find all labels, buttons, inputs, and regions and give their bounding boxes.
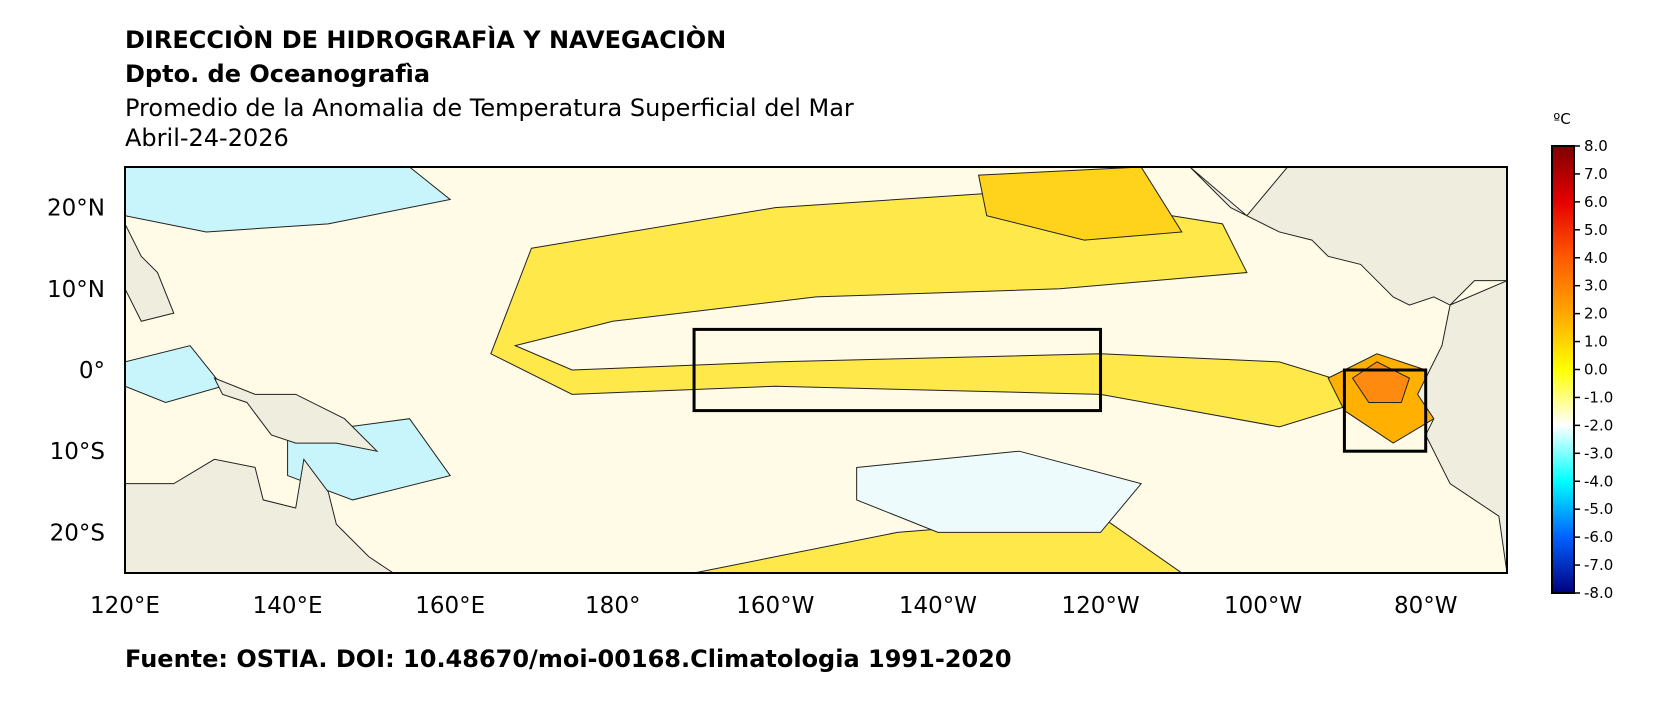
- colorbar-tick-label: -3.0: [1584, 444, 1613, 462]
- colorbar-unit: ºC: [1553, 110, 1571, 128]
- cool-anomaly-northwest: [125, 167, 452, 233]
- land-central-america: [1189, 167, 1507, 306]
- lon-tick-label: 160°W: [736, 593, 814, 619]
- hot-anomaly-core: [1351, 361, 1411, 403]
- nino-region-box: [692, 327, 1103, 413]
- cool-anomaly-westequator: [125, 345, 224, 404]
- warm-anomaly-band: [490, 190, 1387, 428]
- colorbar-tick-label: -4.0: [1584, 472, 1613, 490]
- colorbar-tick-label: 0.0: [1584, 361, 1608, 379]
- map-subtitle: Promedio de la Anomalia de Temperatura S…: [125, 94, 854, 122]
- land-philippines: [125, 167, 175, 322]
- data-source: Fuente: OSTIA. DOI: 10.48670/moi-00168.C…: [125, 645, 1012, 673]
- colorbar-tick-label: 8.0: [1584, 137, 1608, 155]
- lat-tick-label: 20°N: [47, 196, 105, 222]
- lon-tick-label: 120°E: [90, 593, 160, 619]
- colorbar-tick-label: -2.0: [1584, 416, 1613, 434]
- map-area: [125, 167, 1507, 573]
- colorbar-tick-label: -5.0: [1584, 500, 1613, 518]
- department-title: Dpto. de Oceanografìa: [125, 60, 431, 88]
- lon-tick-label: 180°: [585, 593, 640, 619]
- land-australia: [125, 458, 395, 573]
- lon-tick-label: 80°W: [1394, 593, 1458, 619]
- colorbar-tick-label: 1.0: [1584, 333, 1608, 351]
- lon-tick-label: 140°W: [899, 593, 977, 619]
- land-south-america: [1416, 280, 1507, 573]
- colorbar-tick-label: -6.0: [1584, 528, 1613, 546]
- warm-anomaly-north: [977, 167, 1183, 241]
- agency-title: DIRECCIÒN DE HIDROGRAFÌA Y NAVEGACIÒN: [125, 26, 727, 54]
- map-frame: [124, 166, 1508, 574]
- lat-tick-label: 0°: [79, 358, 105, 384]
- colorbar-tick-label: 4.0: [1584, 249, 1608, 267]
- lon-tick-label: 120°W: [1061, 593, 1139, 619]
- colorbar-tick-label: 3.0: [1584, 277, 1608, 295]
- colorbar-tick-label: -1.0: [1584, 388, 1613, 406]
- lon-tick-label: 160°E: [415, 593, 485, 619]
- colorbar-tick-label: 7.0: [1584, 165, 1608, 183]
- colorbar-tick-label: -7.0: [1584, 556, 1613, 574]
- colorbar-tick-label: 6.0: [1584, 193, 1608, 211]
- nino-region-box: [1342, 368, 1428, 453]
- map-date: Abril-24-2026: [125, 124, 289, 152]
- colorbar-tick-label: -8.0: [1584, 584, 1613, 602]
- cool-anomaly-southcentral: [856, 450, 1143, 533]
- lon-tick-label: 100°W: [1224, 593, 1302, 619]
- colorbar-tick-label: 2.0: [1584, 305, 1608, 323]
- land-new-guinea: [213, 377, 379, 453]
- lat-tick-label: 20°S: [50, 520, 105, 546]
- lat-tick-label: 10°N: [47, 277, 105, 303]
- colorbar-tick-label: 5.0: [1584, 221, 1608, 239]
- colorbar: [1551, 145, 1575, 594]
- lon-tick-label: 140°E: [253, 593, 323, 619]
- lat-tick-label: 10°S: [50, 439, 105, 465]
